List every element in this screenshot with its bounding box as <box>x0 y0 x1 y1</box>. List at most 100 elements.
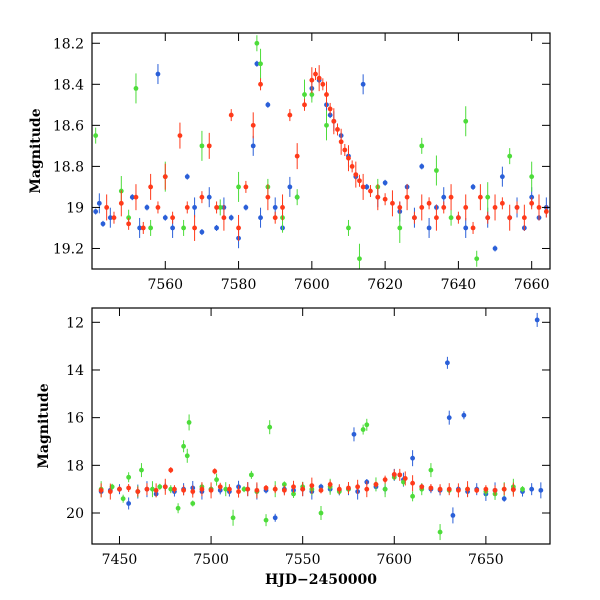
bottom-data-point <box>214 477 219 483</box>
bottom-ticks: 7450 7500 7550 7600 7650 12 14 16 18 20 <box>66 308 550 568</box>
top-data-point <box>140 225 146 231</box>
top-data-point <box>463 118 469 124</box>
top-data-point <box>250 143 256 149</box>
top-data-point <box>346 155 351 161</box>
bottom-data-point <box>120 496 126 502</box>
bottom-data-point <box>483 486 489 492</box>
top-data-point <box>463 205 469 210</box>
top-data-point <box>192 225 197 231</box>
bottom-data-point <box>208 487 214 493</box>
top-data-point <box>214 225 219 231</box>
bottom-y-tick-label: 18 <box>66 458 84 474</box>
top-data-point <box>426 200 432 206</box>
bottom-data-point <box>397 472 403 478</box>
bottom-data-point <box>190 489 196 494</box>
bottom-data-point <box>272 515 278 521</box>
top-data-point <box>364 184 370 190</box>
bottom-data-point <box>410 455 415 461</box>
top-data-point <box>477 194 483 200</box>
top-data-point <box>107 215 113 221</box>
bottom-data-point <box>281 482 287 487</box>
top-data-point <box>492 246 498 251</box>
bottom-data-point <box>437 529 443 535</box>
bottom-data-point <box>230 515 236 521</box>
bottom-data-point <box>456 487 461 493</box>
bottom-data-point <box>364 486 370 492</box>
bottom-panel: 7450 7500 7550 7600 7650 12 14 16 18 20 Magnitude… <box>36 307 551 588</box>
top-data-point <box>521 215 527 221</box>
top-data-point <box>177 133 183 139</box>
top-data-point <box>184 174 190 180</box>
top-data-point <box>100 221 106 227</box>
top-y-axis-label: Magnitude <box>28 108 44 193</box>
bottom-data-point <box>318 484 324 490</box>
top-data-point <box>126 221 132 227</box>
top-data-point <box>529 200 535 206</box>
top-data-point <box>192 205 197 210</box>
top-x-tick-label: 7620 <box>367 277 403 293</box>
bottom-data-point <box>109 484 115 490</box>
top-data-point <box>470 225 476 231</box>
top-data-point <box>426 225 432 231</box>
bottom-data-point <box>309 483 315 488</box>
bottom-data-point <box>465 486 470 492</box>
top-data-point <box>243 184 249 190</box>
bottom-data-point <box>461 412 467 418</box>
bottom-data-point <box>446 486 452 492</box>
bottom-data-point <box>419 484 425 490</box>
top-data-point <box>320 81 326 87</box>
top-x-tick-label: 7580 <box>221 277 257 293</box>
bottom-y-tick-label: 12 <box>66 315 84 331</box>
top-data-point <box>353 172 359 178</box>
top-data-point <box>324 122 329 128</box>
bottom-data-point <box>428 467 434 473</box>
top-data-point <box>507 215 513 221</box>
top-data-point <box>250 122 256 128</box>
bottom-data-point <box>254 487 260 493</box>
top-data-point <box>258 81 263 87</box>
bottom-data-point <box>135 489 141 494</box>
bottom-data-point <box>248 472 254 478</box>
bottom-data-point <box>186 420 192 425</box>
bottom-data-point <box>281 487 287 493</box>
bottom-data-point <box>318 510 324 516</box>
top-data-point <box>434 168 439 173</box>
top-x-tick-label: 7640 <box>441 277 477 293</box>
bottom-data-point <box>300 486 306 492</box>
top-data-point <box>448 215 454 221</box>
top-data-point <box>144 205 150 210</box>
top-data-point <box>294 153 300 159</box>
bottom-data-point <box>450 512 456 518</box>
top-data-point <box>529 194 535 200</box>
top-data-point <box>133 86 139 91</box>
bottom-y-tick-label: 20 <box>66 506 84 522</box>
top-data-point <box>375 194 381 200</box>
top-data-point <box>265 102 271 108</box>
bottom-data-point <box>272 486 278 492</box>
top-data-point <box>316 75 322 81</box>
top-data-point <box>357 178 362 184</box>
top-data-point <box>335 127 340 132</box>
bottom-data-point <box>162 484 168 490</box>
top-y-tick-label: 18.6 <box>53 118 84 134</box>
top-data-point <box>360 184 366 190</box>
top-data-point <box>104 205 110 210</box>
top-data-point <box>221 215 227 221</box>
bottom-data-point <box>190 501 196 506</box>
top-y-tick-label: 18.4 <box>53 77 84 93</box>
bottom-data-point <box>318 487 324 493</box>
top-data-point <box>419 163 425 169</box>
top-data-point <box>236 225 241 231</box>
top-data-point <box>485 194 491 200</box>
top-data-point <box>148 184 154 190</box>
top-data-point <box>529 174 535 180</box>
top-data-point <box>419 143 425 149</box>
bottom-data-point <box>538 487 544 493</box>
bottom-data-point <box>327 482 333 487</box>
top-data-point <box>441 205 447 210</box>
top-data-point <box>126 215 132 221</box>
top-data-point <box>419 205 425 210</box>
bottom-x-tick-label: 7500 <box>193 552 229 568</box>
top-data-point <box>170 215 176 221</box>
top-data-point <box>470 184 476 190</box>
